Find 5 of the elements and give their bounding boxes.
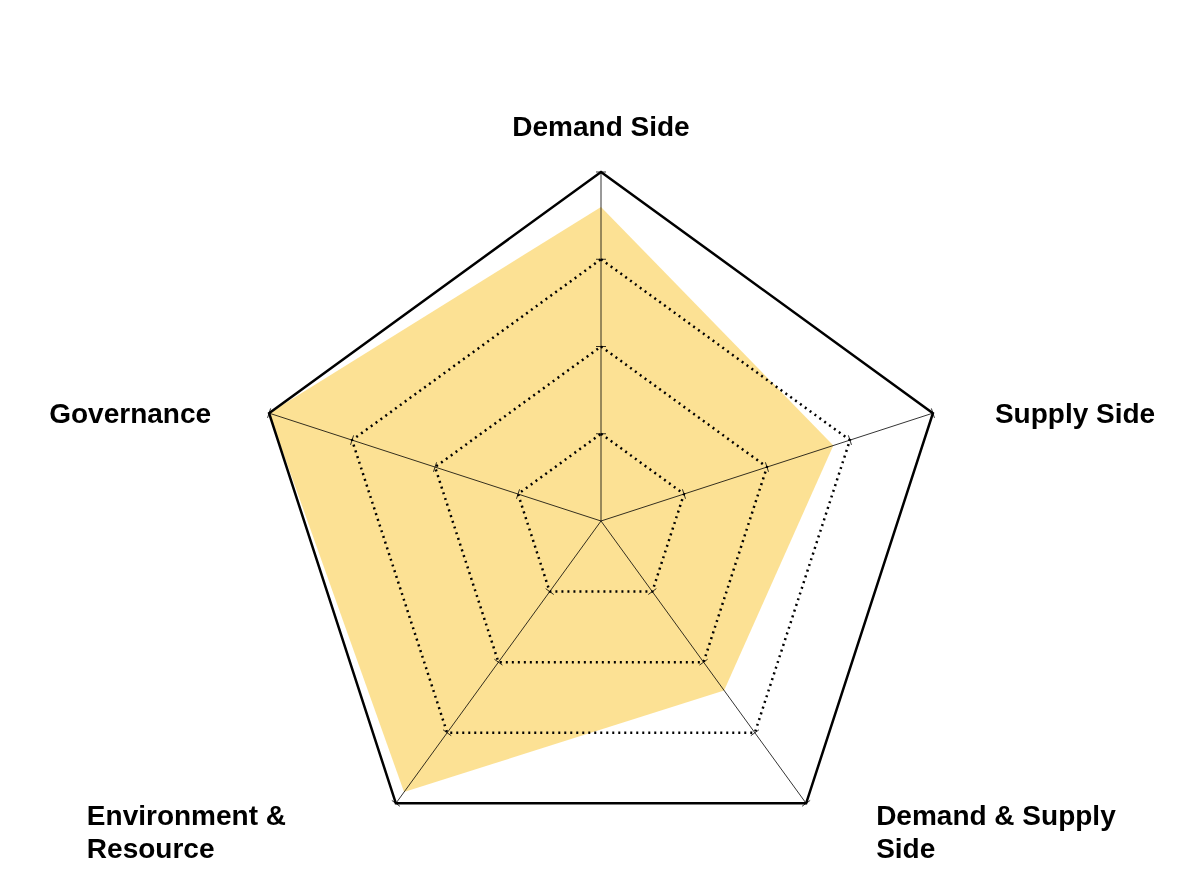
spoke-label: Supply Side — [994, 398, 1156, 430]
spoke-label: Demand Side — [512, 111, 690, 142]
spoke-label: Demand & Supply Side — [876, 800, 1117, 865]
spoke-label: Environment & Resource — [86, 800, 286, 865]
spoke-label: Governance — [49, 398, 212, 430]
